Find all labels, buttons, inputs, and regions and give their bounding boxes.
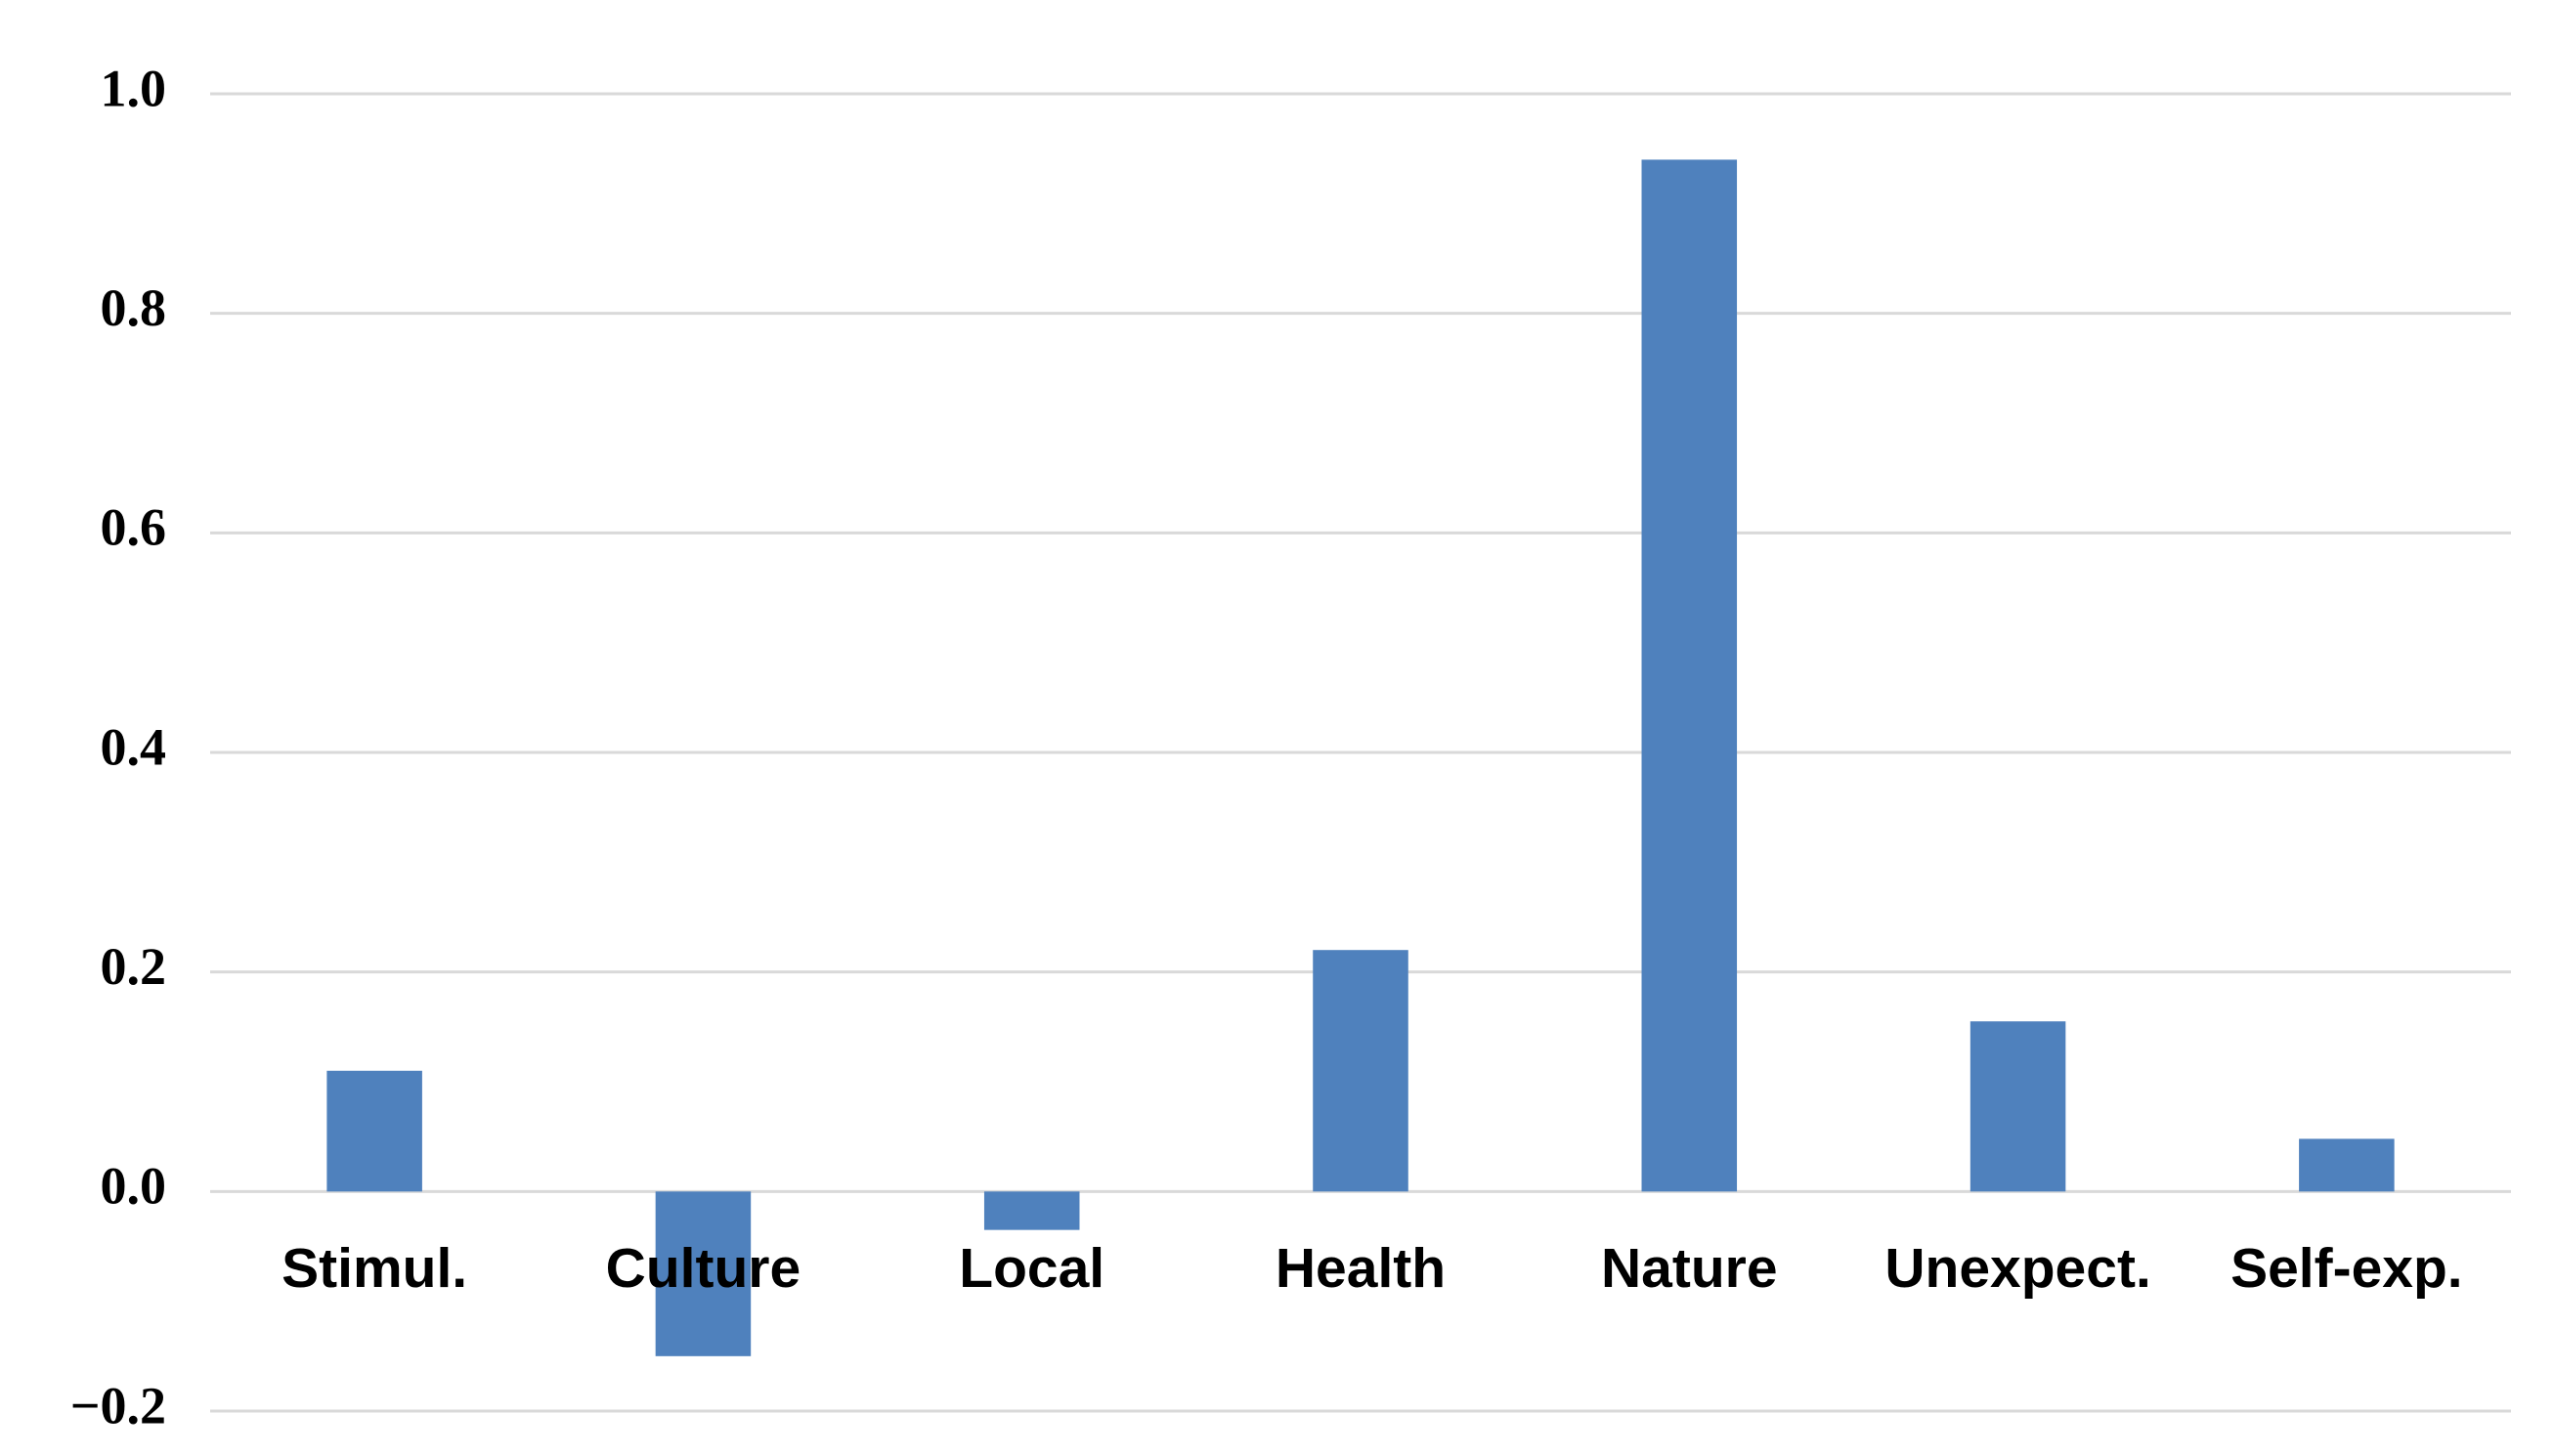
y-tick-label: 1.0 — [101, 59, 167, 117]
x-tick-label: Stimul. — [281, 1237, 467, 1300]
x-tick-label: Local — [959, 1237, 1104, 1300]
bar — [2299, 1138, 2395, 1192]
y-tick-label: 0.6 — [101, 498, 167, 557]
y-tick-label: 0.2 — [101, 937, 167, 996]
bar — [1313, 950, 1408, 1192]
x-tick-label: Nature — [1601, 1237, 1778, 1300]
bar — [1641, 159, 1738, 1192]
x-tick-label: Self-exp. — [2230, 1237, 2463, 1300]
y-tick-label: 0.4 — [101, 717, 167, 776]
bar — [655, 1191, 752, 1356]
y-tick-label: 0.8 — [101, 278, 167, 337]
x-tick-label: Culture — [606, 1237, 801, 1300]
y-tick-label: 0.0 — [101, 1157, 167, 1216]
y-tick-label: −0.2 — [70, 1376, 166, 1435]
x-tick-label: Health — [1276, 1237, 1446, 1300]
x-tick-label: Unexpect. — [1884, 1237, 2150, 1300]
bar — [1970, 1021, 2066, 1192]
bar — [326, 1070, 422, 1192]
bar — [983, 1191, 1080, 1230]
